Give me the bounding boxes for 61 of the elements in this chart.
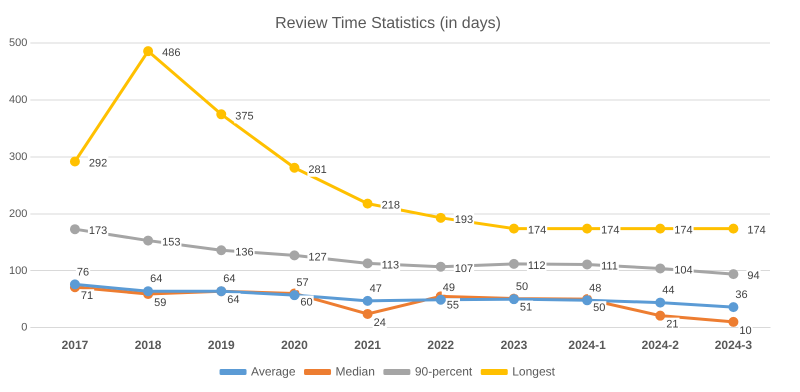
data-label: 49	[442, 282, 456, 294]
x-tick-label: 2024-3	[714, 338, 752, 352]
chart-title: Review Time Statistics (in days)	[275, 15, 501, 32]
y-tick-label: 300	[8, 150, 28, 163]
y-tick-label: 200	[8, 208, 28, 220]
data-label: 44	[662, 284, 675, 297]
x-tick-label: 2019	[208, 338, 235, 352]
data-label: 104	[674, 264, 693, 276]
data-label: 136	[235, 246, 254, 258]
data-label: 112	[528, 260, 546, 272]
data-label: 64	[227, 294, 240, 306]
data-label: 24	[374, 316, 386, 329]
y-tick-label: 500	[8, 37, 28, 50]
data-label: 47	[370, 282, 382, 295]
data-label: 59	[154, 297, 166, 310]
legend-label: Median	[336, 364, 375, 378]
y-tick-label: 0	[21, 322, 28, 334]
data-label: 173	[88, 225, 108, 238]
data-label: 50	[516, 281, 528, 294]
x-tick-label: 2022	[427, 338, 454, 352]
x-tick-label: 2018	[134, 338, 162, 352]
x-tick-label: 2020	[281, 338, 308, 352]
data-label: 218	[382, 200, 400, 212]
legend-label: Average	[251, 364, 296, 378]
data-label: 76	[76, 266, 90, 278]
y-tick-label: 100	[8, 264, 28, 277]
data-label: 57	[296, 277, 309, 290]
data-label: 153	[162, 236, 180, 249]
data-label: 55	[446, 299, 460, 312]
data-label: 36	[735, 289, 748, 302]
data-label: 174	[747, 224, 766, 237]
data-label: 71	[80, 290, 94, 302]
x-tick-label: 2024-2	[642, 338, 680, 352]
data-label: 281	[308, 164, 327, 176]
legend-label: 90-percent	[414, 364, 473, 378]
data-label: 375	[235, 110, 254, 122]
x-tick-label: 2024-1	[568, 338, 606, 352]
data-label: 292	[88, 158, 108, 170]
legend-label: Longest	[512, 364, 556, 378]
x-tick-label: 2021	[354, 338, 382, 352]
data-label: 174	[601, 224, 620, 237]
data-label: 50	[593, 302, 606, 314]
data-label: 111	[601, 260, 618, 272]
data-label: 174	[528, 224, 546, 237]
x-tick-label: 2017	[62, 338, 89, 352]
data-label: 486	[162, 47, 180, 60]
data-label: 10	[739, 324, 752, 337]
data-label: 48	[589, 282, 602, 294]
x-tick-label: 2023	[500, 338, 528, 352]
data-label: 60	[300, 296, 313, 309]
data-label: 94	[747, 270, 760, 282]
data-label: 107	[454, 262, 474, 275]
y-tick-label: 400	[8, 94, 28, 106]
data-label: 64	[150, 273, 162, 286]
data-label: 21	[666, 318, 679, 331]
data-label: 64	[223, 273, 236, 286]
data-label: 193	[454, 214, 474, 226]
data-label: 174	[674, 224, 693, 237]
data-label: 113	[382, 259, 400, 272]
data-label: 51	[520, 302, 532, 314]
data-label: 127	[308, 251, 327, 264]
